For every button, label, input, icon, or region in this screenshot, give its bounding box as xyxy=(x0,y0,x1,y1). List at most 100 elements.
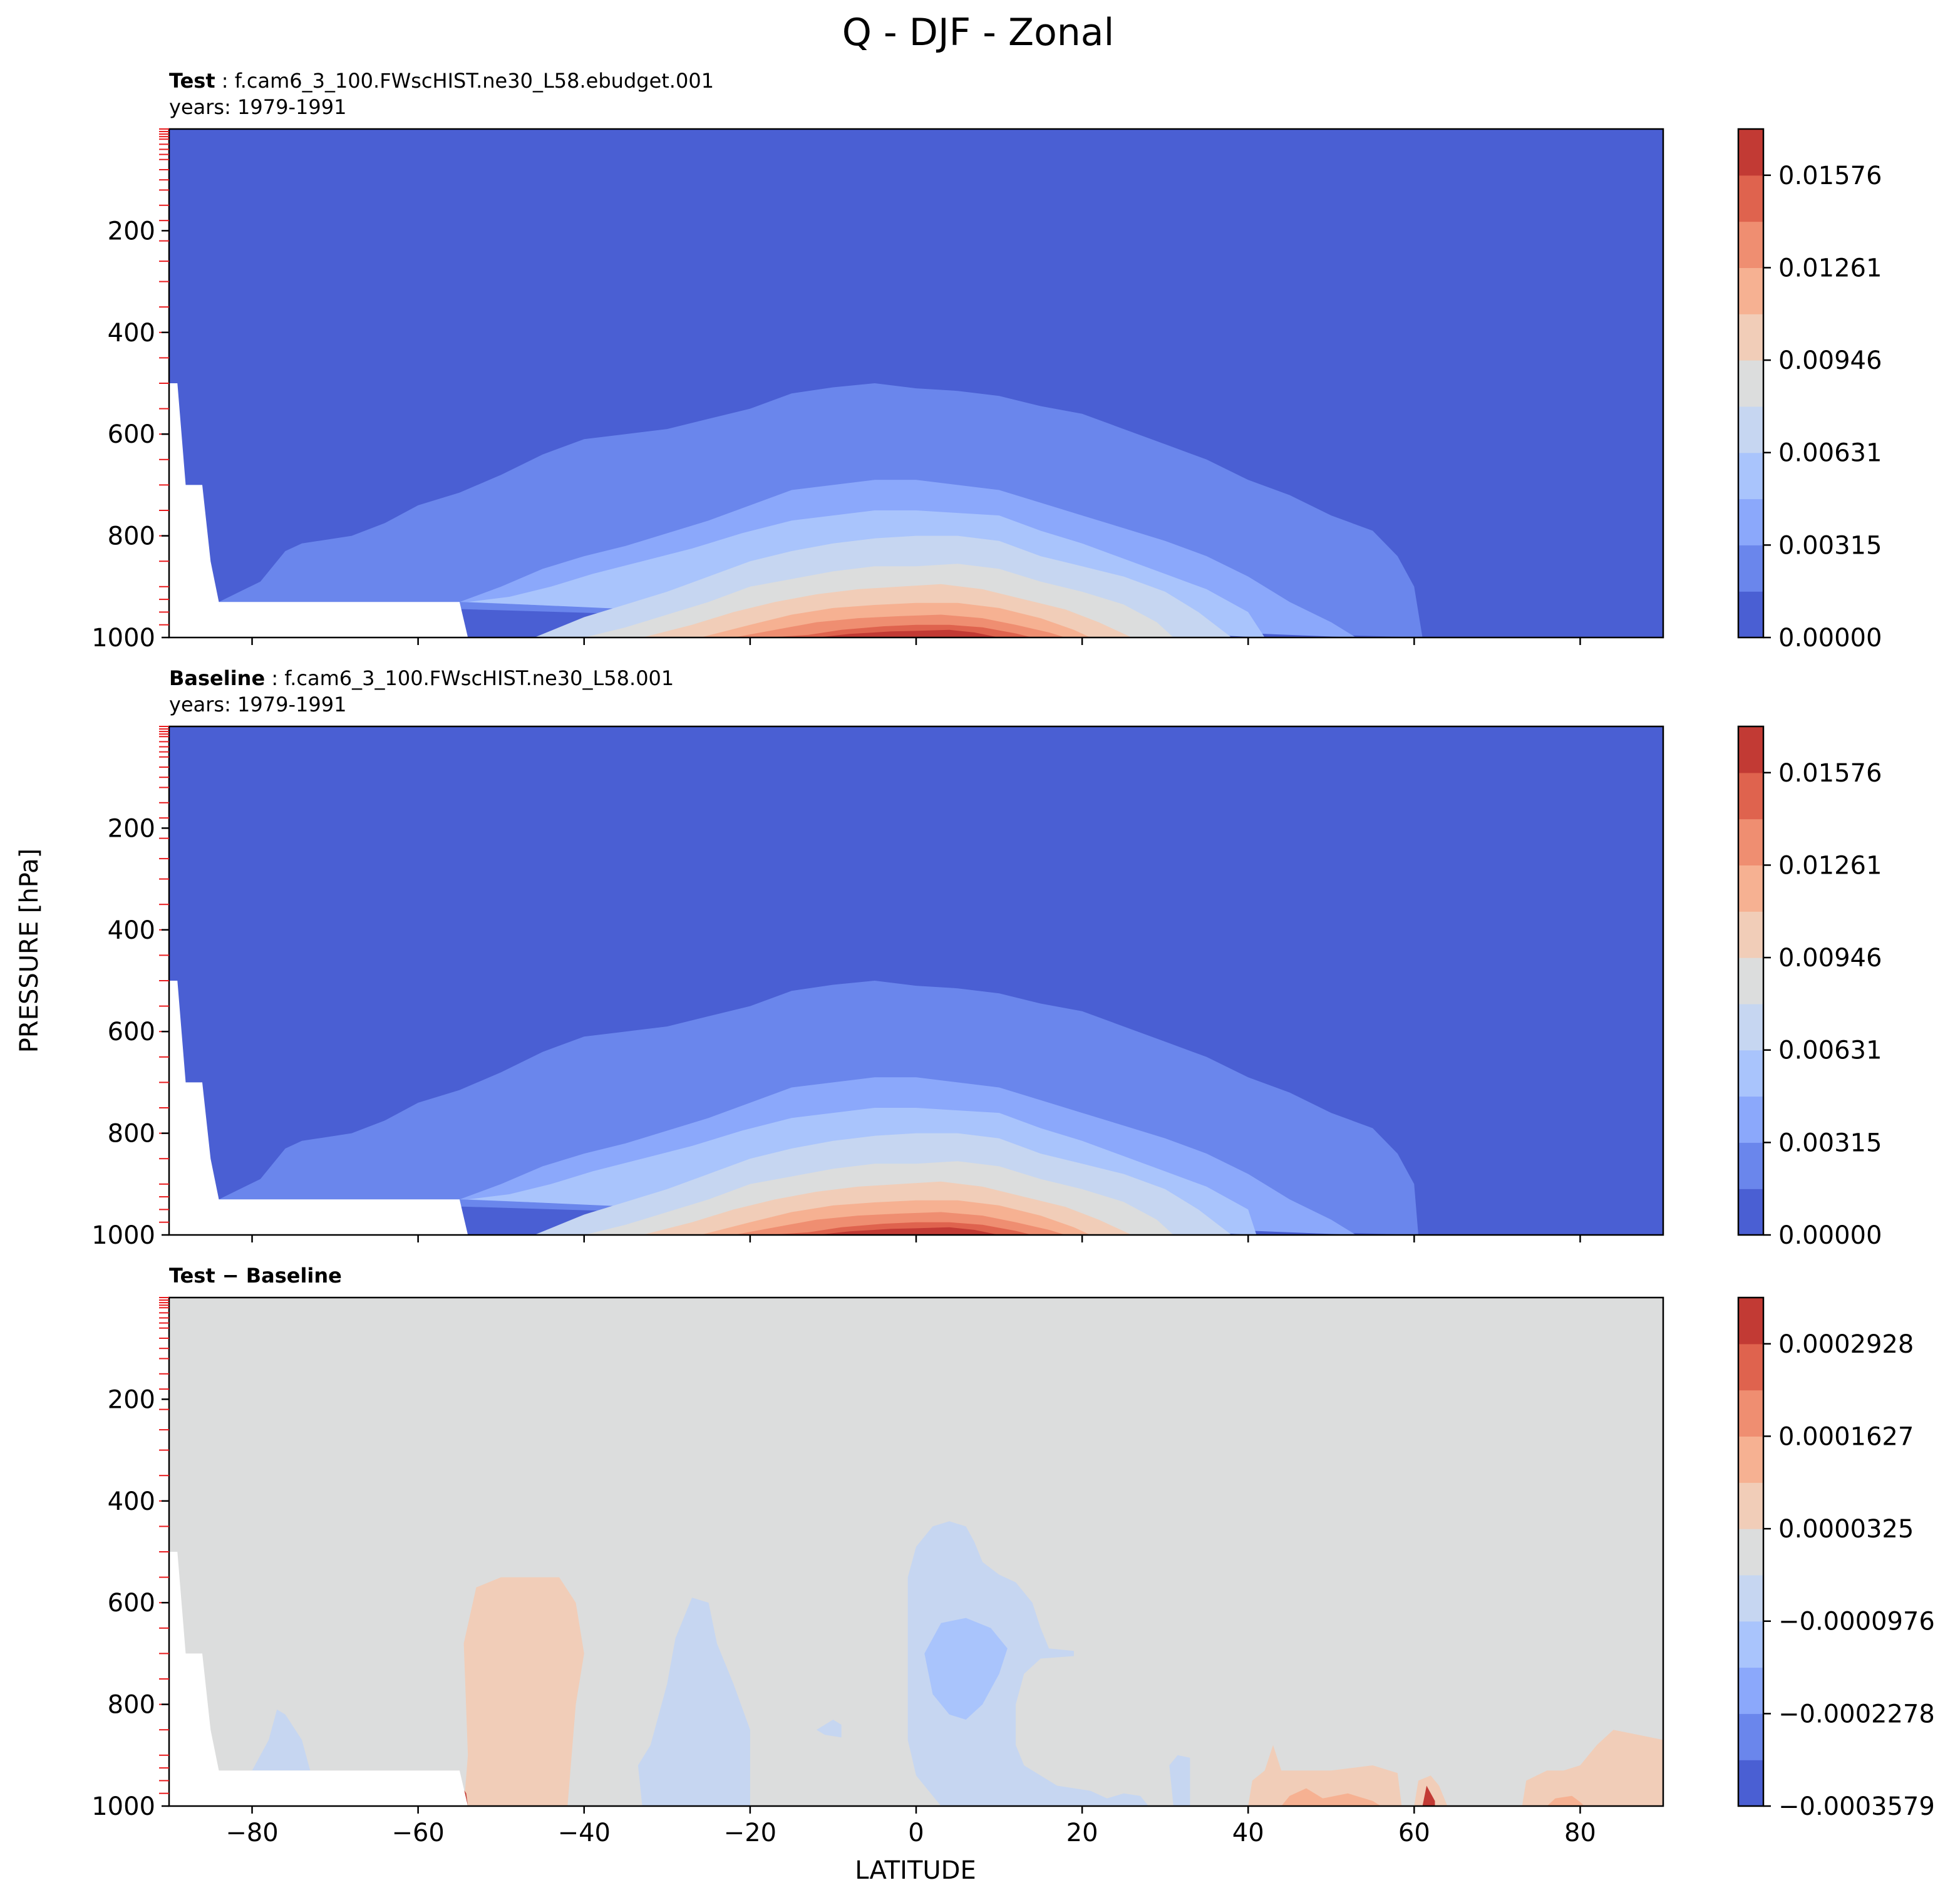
colorbar-segment xyxy=(1738,911,1763,958)
colorbar-tick-label: 0.00000 xyxy=(1778,624,1882,653)
colorbar: 0.00000 0.00315 0.00631 0.00946 0.01261 0.015… xyxy=(1737,725,1882,1250)
colorbar-segment xyxy=(1738,1142,1763,1189)
colorbar-segment xyxy=(1738,1343,1763,1391)
y-tick-label: 1000 xyxy=(91,1792,155,1821)
y-tick-label: 1000 xyxy=(91,624,155,653)
colorbar-segment xyxy=(1738,1713,1763,1760)
panel-subtitle: years: 1979-1991 xyxy=(169,95,346,119)
colorbar-tick-label: −0.0002278 xyxy=(1778,1700,1935,1728)
missing-data-region xyxy=(169,383,468,638)
colorbar-segment xyxy=(1738,1621,1763,1668)
contour-region-3 xyxy=(907,1521,1149,1806)
colorbar-segment xyxy=(1738,726,1763,773)
x-tick-label: 0 xyxy=(908,1819,924,1847)
contour-fill-level-10 xyxy=(816,629,999,638)
colorbar-tick-label: −0.0003579 xyxy=(1778,1792,1935,1821)
panel-title: Test : f.cam6_3_100.FWscHIST.ne30_L58.eb… xyxy=(169,69,714,93)
colorbar-segment xyxy=(1738,1003,1763,1051)
colorbar-segment xyxy=(1738,1574,1763,1622)
colorbar-tick-label: 0.01576 xyxy=(1778,759,1882,788)
colorbar-segment xyxy=(1738,1667,1763,1714)
missing-data-region xyxy=(169,1552,468,1806)
x-tick-label: −20 xyxy=(724,1819,776,1847)
panel-1: 200 400 600 800 1000 Test : f.cam6_3_100.FWsc… xyxy=(91,69,1882,653)
colorbar-frame xyxy=(1737,725,1765,1236)
colorbar-tick-label: 0.00315 xyxy=(1778,1128,1882,1157)
colorbar-tick-label: 0.0001627 xyxy=(1778,1422,1914,1451)
colorbar-segment xyxy=(1738,267,1763,314)
x-axis-label: LATITUDE xyxy=(855,1856,976,1885)
panel-2: 200 400 600 800 1000 Baseline : f.cam6_3_100.… xyxy=(91,666,1882,1250)
contour-fill-level-10 xyxy=(816,1227,999,1235)
x-tick-label: 60 xyxy=(1398,1819,1430,1847)
missing-data-region xyxy=(169,981,468,1235)
colorbar: −0.0003579 −0.0002278 −0.0000976 0.0000325 0… xyxy=(1737,1296,1935,1821)
x-tick-label: −40 xyxy=(558,1819,611,1847)
contour-region-7 xyxy=(1169,1755,1190,1806)
panel-title-rest: : f.cam6_3_100.FWscHIST.ne30_L58.ebudget… xyxy=(215,69,714,93)
panel-title-bold: Test xyxy=(169,69,215,93)
y-tick-label: 200 xyxy=(108,217,155,245)
colorbar-segment xyxy=(1738,1096,1763,1143)
panel-3: 200 400 600 800 1000 −80 −60 −40 −20 0 20 40 60 80 Tes… xyxy=(91,1264,1935,1847)
colorbar-segment xyxy=(1738,1050,1763,1097)
x-tick-label: 20 xyxy=(1066,1819,1098,1847)
x-tick-label: 40 xyxy=(1232,1819,1264,1847)
panel-title-bold: Test − Baseline xyxy=(169,1264,342,1288)
colorbar-segment xyxy=(1738,1482,1763,1529)
y-tick-label: 400 xyxy=(108,1487,155,1516)
panel-title: Baseline : f.cam6_3_100.FWscHIST.ne30_L5… xyxy=(169,666,674,690)
contour-region-6 xyxy=(252,1709,311,1771)
colorbar-tick-label: 0.01576 xyxy=(1778,162,1882,190)
colorbar-segment xyxy=(1738,545,1763,592)
panel-title-bold: Baseline xyxy=(169,666,265,690)
colorbar-segment xyxy=(1738,591,1763,638)
colorbar-frame xyxy=(1737,128,1765,639)
x-tick-label: −80 xyxy=(225,1819,278,1847)
colorbar-segment xyxy=(1738,958,1763,1004)
colorbar-tick-label: −0.0000976 xyxy=(1778,1608,1935,1636)
colorbar-tick-label: 0.01261 xyxy=(1778,254,1882,282)
y-axis-label: PRESSURE [hPa] xyxy=(15,849,44,1053)
colorbar-segment xyxy=(1738,175,1763,222)
y-tick-label: 400 xyxy=(108,916,155,945)
colorbar-tick-label: 0.00000 xyxy=(1778,1221,1882,1250)
contour-region-9 xyxy=(1414,1775,1448,1806)
colorbar-segment xyxy=(1738,129,1763,176)
contour-region-12 xyxy=(1547,1795,1585,1806)
colorbar-tick-label: 0.00631 xyxy=(1778,1036,1882,1065)
colorbar-segment xyxy=(1738,1436,1763,1483)
y-tick-label: 200 xyxy=(108,1385,155,1414)
panel-title: Test − Baseline xyxy=(169,1264,342,1288)
colorbar-tick-label: 0.00315 xyxy=(1778,531,1882,560)
y-tick-label: 800 xyxy=(108,522,155,551)
y-tick-label: 800 xyxy=(108,1691,155,1720)
contour-region-5 xyxy=(816,1720,842,1738)
contour-region-2 xyxy=(637,1598,750,1806)
colorbar-segment xyxy=(1738,772,1763,820)
colorbar-segment xyxy=(1738,406,1763,453)
colorbar-segment xyxy=(1738,1390,1763,1437)
contour-region-10 xyxy=(1522,1730,1663,1806)
colorbar-segment xyxy=(1738,1189,1763,1236)
contour-region-4 xyxy=(924,1618,1008,1720)
colorbar-segment xyxy=(1738,314,1763,361)
colorbar-tick-label: 0.00631 xyxy=(1778,439,1882,468)
colorbar-segment xyxy=(1738,360,1763,407)
colorbar-segment xyxy=(1738,1298,1763,1345)
colorbar-segment xyxy=(1738,818,1763,865)
colorbar-tick-label: 0.0002928 xyxy=(1778,1330,1914,1359)
colorbar-tick-label: 0.0000325 xyxy=(1778,1515,1914,1544)
y-tick-label: 400 xyxy=(108,319,155,348)
x-tick-label: −60 xyxy=(391,1819,444,1847)
colorbar-segment xyxy=(1738,498,1763,545)
colorbar-tick-label: 0.00946 xyxy=(1778,944,1882,973)
y-tick-label: 600 xyxy=(108,1018,155,1046)
y-tick-label: 600 xyxy=(108,420,155,449)
figure-title: Q - DJF - Zonal xyxy=(842,11,1115,54)
panel-subtitle: years: 1979-1991 xyxy=(169,693,346,716)
y-tick-label: 800 xyxy=(108,1120,155,1149)
contour-region-11 xyxy=(1281,1788,1381,1806)
colorbar-tick-label: 0.01261 xyxy=(1778,851,1882,880)
